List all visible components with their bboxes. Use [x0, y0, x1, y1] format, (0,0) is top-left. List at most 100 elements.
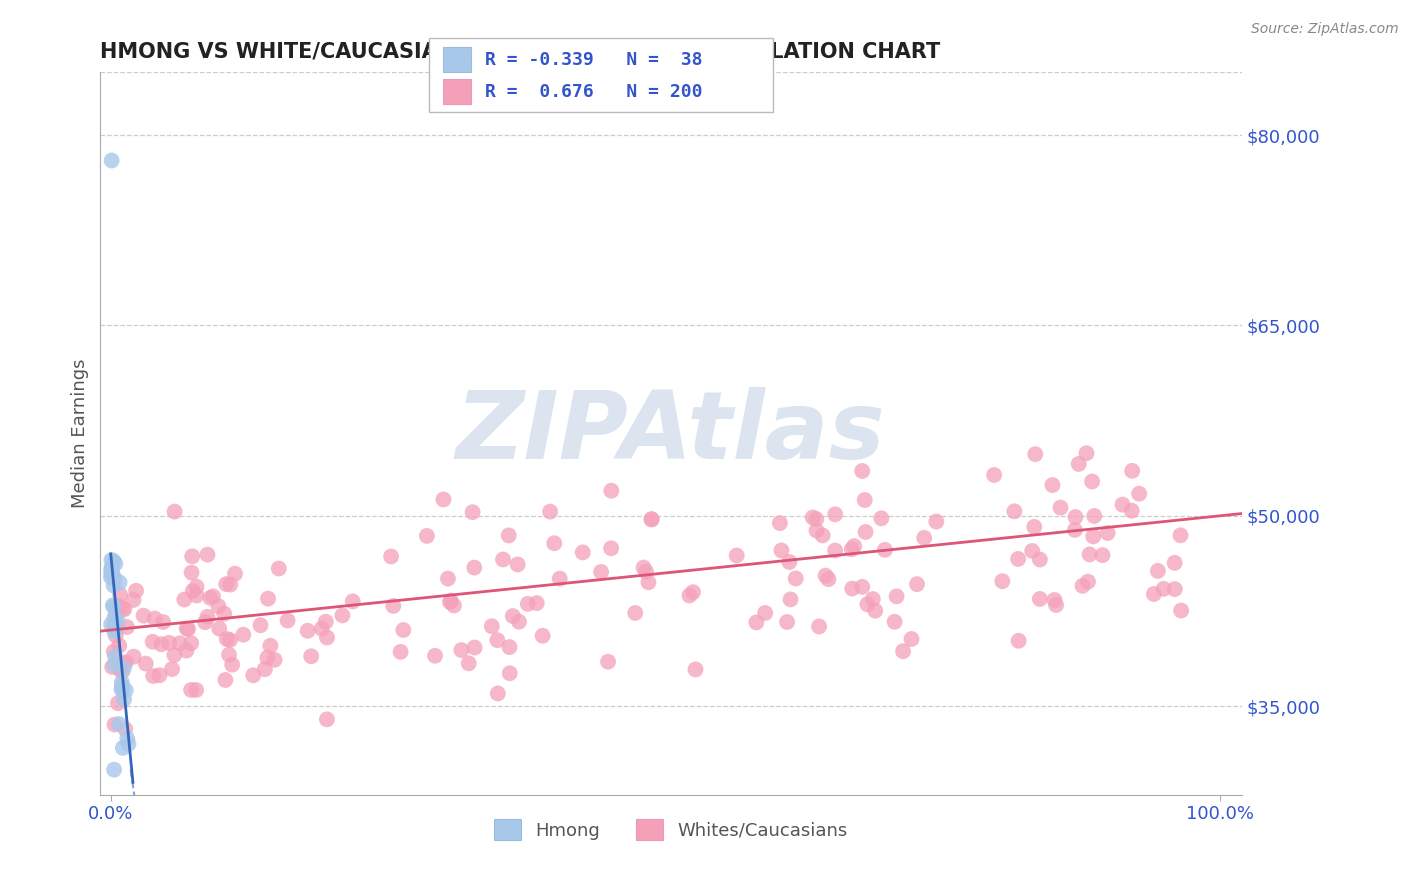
Point [122, 593, 145, 607]
Point [1049, 500, 1071, 515]
Point [1121, 464, 1143, 478]
Point [180, 636, 202, 650]
Point [481, 619, 503, 633]
Point [202, 590, 225, 604]
Point [498, 528, 520, 542]
Point [600, 483, 623, 498]
Point [776, 615, 799, 629]
Point [122, 649, 145, 664]
Point [117, 731, 139, 746]
Point [253, 662, 276, 676]
Point [135, 657, 157, 671]
Point [508, 615, 530, 629]
Point [100, 563, 122, 577]
Point [267, 561, 290, 575]
Point [103, 611, 125, 625]
Point [1029, 552, 1052, 566]
Point [806, 524, 828, 538]
Point [207, 599, 229, 614]
Point [101, 567, 124, 582]
Point [389, 645, 412, 659]
Point [242, 668, 264, 682]
Point [177, 622, 200, 636]
Point [100, 566, 122, 581]
Point [142, 669, 165, 683]
Point [215, 632, 238, 646]
Text: HMONG VS WHITE/CAUCASIAN MEDIAN EARNINGS CORRELATION CHART: HMONG VS WHITE/CAUCASIAN MEDIAN EARNINGS… [100, 42, 939, 62]
Point [432, 492, 454, 507]
Point [103, 617, 125, 632]
Point [725, 549, 748, 563]
Point [808, 619, 831, 633]
Point [538, 505, 561, 519]
Point [101, 599, 124, 613]
Point [862, 592, 884, 607]
Text: Source: ZipAtlas.com: Source: ZipAtlas.com [1251, 22, 1399, 37]
Point [886, 590, 908, 604]
Point [841, 582, 863, 596]
Point [571, 545, 593, 559]
Point [548, 572, 571, 586]
Point [1083, 529, 1105, 543]
Point [180, 682, 202, 697]
Point [197, 609, 219, 624]
Point [103, 554, 125, 568]
Point [111, 681, 134, 696]
Point [1042, 478, 1064, 492]
Point [143, 611, 166, 625]
Legend: Hmong, Whites/Caucasians: Hmong, Whites/Caucasians [486, 813, 855, 847]
Point [502, 609, 524, 624]
Point [844, 539, 866, 553]
Point [105, 617, 128, 632]
Point [111, 740, 134, 755]
Point [824, 543, 846, 558]
Point [1076, 446, 1098, 460]
Point [104, 622, 127, 636]
Point [112, 692, 135, 706]
Point [163, 505, 186, 519]
Point [101, 660, 124, 674]
Point [640, 512, 662, 526]
Point [111, 675, 134, 690]
Point [101, 563, 124, 577]
Text: ZIPAtlas: ZIPAtlas [456, 387, 886, 479]
Point [1064, 523, 1087, 537]
Point [232, 628, 254, 642]
Point [778, 555, 800, 569]
Point [176, 622, 198, 636]
Point [112, 602, 135, 616]
Point [112, 661, 135, 675]
Point [194, 615, 217, 630]
Point [108, 575, 131, 590]
Point [637, 575, 659, 590]
Point [103, 717, 125, 731]
Point [150, 637, 173, 651]
Point [169, 636, 191, 650]
Point [1153, 582, 1175, 596]
Point [259, 639, 281, 653]
Point [200, 591, 222, 605]
Point [277, 614, 299, 628]
Point [596, 655, 619, 669]
Point [214, 673, 236, 687]
Point [855, 524, 877, 539]
Point [342, 594, 364, 608]
Point [463, 560, 485, 574]
Point [1147, 564, 1170, 578]
Point [900, 632, 922, 646]
Point [111, 679, 134, 693]
Point [1007, 552, 1029, 566]
Point [142, 634, 165, 648]
Point [104, 623, 127, 637]
Point [1077, 574, 1099, 589]
Point [104, 628, 127, 642]
Point [745, 615, 768, 630]
Point [1024, 447, 1046, 461]
Point [1164, 582, 1187, 596]
Point [685, 663, 707, 677]
Point [263, 653, 285, 667]
Point [186, 580, 208, 594]
Point [297, 624, 319, 638]
Point [114, 722, 136, 736]
Point [636, 565, 658, 579]
